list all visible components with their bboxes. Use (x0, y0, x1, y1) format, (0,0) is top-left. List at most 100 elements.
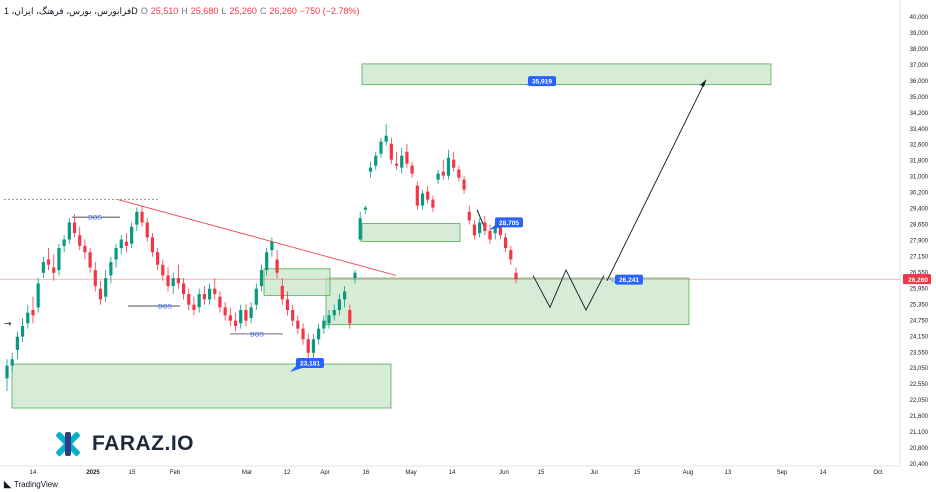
candle (166, 267, 170, 292)
candle-body (457, 169, 461, 178)
candle-body (301, 328, 305, 340)
faraz-star-icon (56, 432, 80, 456)
candle-body (431, 199, 435, 208)
candle-body (218, 296, 222, 308)
bos-label: BOS (158, 304, 172, 311)
candle-body (358, 218, 362, 240)
price-tick-label: 20,800 (910, 446, 929, 452)
candle (410, 161, 414, 178)
price-tick-label: 29,400 (910, 207, 929, 213)
target-zone (361, 63, 772, 86)
tradingview-icon: ◣ (4, 479, 11, 489)
candle (389, 137, 393, 164)
candle (228, 307, 232, 326)
arrow-right-icon: → (4, 319, 12, 329)
time-tick-label: 15 (538, 470, 545, 476)
price-tick-label: 32,600 (910, 143, 929, 149)
candle-body (187, 294, 191, 305)
candle (452, 151, 456, 172)
candle-body (446, 157, 451, 176)
candle (431, 195, 435, 212)
candle (202, 286, 206, 305)
order-block-upper (361, 223, 461, 243)
candle-body (31, 310, 35, 316)
candle (254, 283, 258, 311)
candle (161, 259, 165, 281)
candle (72, 213, 77, 238)
price-tick-label: 23,550 (910, 350, 929, 356)
candle (31, 296, 35, 324)
candle-body (114, 248, 118, 260)
candle-body (104, 278, 108, 297)
symbol-name[interactable]: فرابورس، بورس، فرهنگ، ایران، 1D (4, 5, 138, 16)
candle-body (119, 239, 123, 249)
candle-body (57, 248, 61, 271)
price-tick-label: 25,950 (910, 286, 929, 292)
time-tick-label: 14 (449, 470, 456, 476)
callout-label: 26,241 (619, 277, 639, 284)
candle-body (10, 359, 14, 366)
candle (317, 323, 321, 345)
callout-box (615, 274, 643, 285)
candle-body (285, 299, 290, 311)
candle-body (311, 339, 316, 353)
candle-body (483, 222, 487, 231)
time-tick-label: Sep (777, 470, 788, 476)
candle-body (478, 222, 482, 234)
candle-body (317, 328, 321, 340)
price-callout: 26,241 (608, 274, 643, 285)
candle-body (181, 283, 186, 295)
candle (446, 149, 451, 180)
order-block-left (263, 268, 331, 296)
tradingview-footer[interactable]: ◣ TradingView (4, 479, 58, 490)
candle-body (202, 294, 206, 300)
time-tick-label: Jun (499, 470, 509, 476)
candle-body (109, 262, 113, 276)
price-tick-label: 23,050 (910, 366, 929, 372)
price-tick-label: 34,200 (910, 111, 929, 117)
candle-body (20, 325, 25, 337)
close-label: C (259, 6, 267, 16)
price-tick-label: 30,200 (910, 191, 929, 197)
candle-body (145, 222, 149, 238)
candle-body (493, 226, 497, 234)
candle-body (98, 288, 103, 300)
price-tick-label: 38,000 (910, 47, 929, 53)
candle-body (322, 320, 326, 329)
candle (368, 161, 373, 178)
candle (332, 304, 336, 321)
candle (462, 175, 466, 194)
candle (130, 222, 134, 249)
time-tick-label: 15 (129, 470, 136, 476)
price-callout: 28,705 (489, 217, 523, 230)
candle (88, 248, 92, 273)
time-tick-label: 15 (634, 470, 641, 476)
bos-label: BOS (88, 215, 102, 222)
candle-body (514, 272, 518, 280)
candle (327, 310, 331, 329)
callout-box (296, 358, 324, 369)
candle (26, 304, 30, 329)
candle-body (5, 365, 9, 379)
callout-box (495, 217, 523, 228)
callout-label: 23,181 (300, 361, 320, 368)
candle-body (207, 288, 212, 300)
price-tick-label: 31,800 (910, 159, 929, 165)
candle-body (389, 143, 393, 160)
close-value: 26,260 (269, 6, 297, 16)
candle-body (192, 304, 196, 311)
candle (41, 256, 45, 279)
price-tick-label: 27,150 (910, 254, 929, 260)
candle (171, 272, 175, 295)
time-axis: 14 2025 15 Feb Mar 12 Apr 16 May 14 Jun 15 Jul 15 Aug 1… (30, 470, 883, 476)
candle-body (296, 320, 300, 329)
candle (135, 207, 139, 231)
candle-body (197, 294, 201, 308)
high-value: 25,680 (190, 6, 219, 16)
time-tick-label: Oct (873, 470, 883, 476)
candle (119, 235, 123, 255)
candle-body (161, 264, 165, 276)
candle (384, 123, 388, 146)
candle-body (452, 159, 456, 168)
